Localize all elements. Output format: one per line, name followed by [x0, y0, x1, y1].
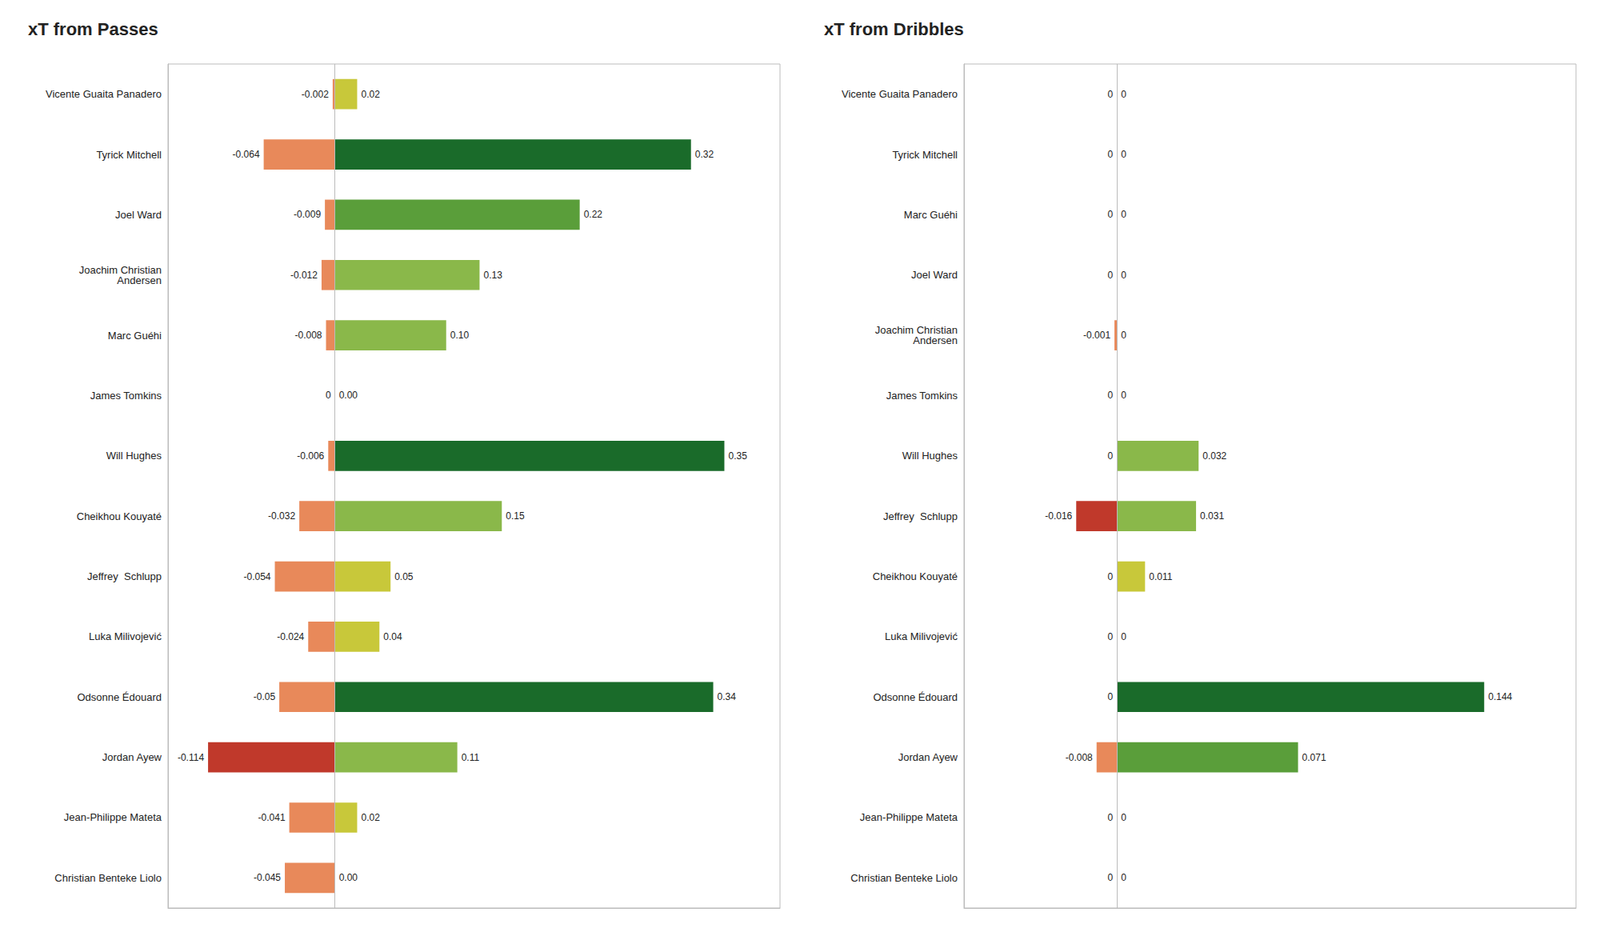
svg-text:0: 0	[1108, 872, 1114, 884]
svg-text:0.02: 0.02	[360, 88, 380, 100]
svg-text:0: 0	[1108, 148, 1114, 160]
svg-text:0: 0	[1120, 872, 1127, 884]
svg-text:0.32: 0.32	[695, 148, 715, 160]
svg-text:0.02: 0.02	[360, 812, 380, 824]
svg-text:Tyrick Mitchell: Tyrick Mitchell	[892, 148, 958, 161]
svg-text:-0.114: -0.114	[177, 752, 204, 764]
svg-text:0: 0	[1120, 269, 1127, 281]
svg-text:-0.008: -0.008	[1065, 752, 1093, 764]
svg-text:Jordan Ayew: Jordan Ayew	[898, 751, 959, 764]
svg-text:James Tomkins: James Tomkins	[90, 389, 163, 402]
svg-text:0.04: 0.04	[383, 631, 403, 643]
svg-text:-0.012: -0.012	[290, 269, 318, 281]
svg-text:0: 0	[1120, 148, 1127, 160]
svg-text:0.15: 0.15	[505, 510, 525, 522]
svg-text:0: 0	[1108, 812, 1114, 824]
svg-text:0.34: 0.34	[717, 691, 737, 703]
svg-text:Odsonne Édouard: Odsonne Édouard	[76, 691, 162, 704]
svg-text:0.11: 0.11	[461, 752, 480, 764]
svg-text:xT from Passes: xT from Passes	[28, 19, 159, 40]
svg-text:Jean-Philippe Mateta: Jean-Philippe Mateta	[64, 811, 163, 824]
svg-text:Marc Guéhi: Marc Guéhi	[108, 329, 162, 342]
svg-text:Tyrick Mitchell: Tyrick Mitchell	[96, 148, 162, 161]
svg-text:0: 0	[1108, 88, 1114, 100]
svg-text:-0.024: -0.024	[276, 631, 304, 643]
svg-text:Jeffrey Schlupp: Jeffrey Schlupp	[883, 510, 958, 523]
svg-text:Christian Benteke Liolo: Christian Benteke Liolo	[850, 872, 958, 884]
svg-text:0.144: 0.144	[1488, 691, 1512, 703]
svg-text:-0.041: -0.041	[258, 812, 286, 824]
svg-text:0: 0	[1120, 631, 1127, 643]
svg-text:Andersen: Andersen	[116, 274, 162, 287]
svg-text:0.22: 0.22	[584, 208, 604, 220]
svg-text:-0.016: -0.016	[1044, 510, 1072, 522]
svg-text:0: 0	[1120, 208, 1127, 220]
svg-text:0: 0	[1108, 571, 1114, 583]
svg-text:-0.006: -0.006	[296, 450, 324, 462]
svg-text:0.032: 0.032	[1202, 450, 1227, 462]
svg-text:Vicente Guaita Panadero: Vicente Guaita Panadero	[45, 88, 162, 100]
svg-text:Jeffrey Schlupp: Jeffrey Schlupp	[87, 570, 162, 583]
svg-text:Odsonne Édouard: Odsonne Édouard	[872, 691, 958, 704]
svg-text:0: 0	[1120, 329, 1127, 341]
svg-text:0.071: 0.071	[1302, 752, 1327, 764]
svg-text:0: 0	[1108, 691, 1114, 703]
svg-text:Cheikhou Kouyaté: Cheikhou Kouyaté	[76, 510, 162, 523]
svg-text:Christian Benteke Liolo: Christian Benteke Liolo	[54, 872, 162, 884]
svg-text:0: 0	[1108, 389, 1114, 401]
svg-text:0: 0	[1120, 389, 1127, 401]
svg-text:0: 0	[1108, 631, 1114, 643]
svg-text:-0.009: -0.009	[293, 208, 321, 220]
svg-text:0: 0	[1108, 269, 1114, 281]
svg-text:0.05: 0.05	[394, 571, 414, 583]
svg-text:0: 0	[1120, 88, 1127, 100]
svg-text:0: 0	[1108, 208, 1114, 220]
svg-text:-0.008: -0.008	[294, 329, 322, 341]
svg-text:-0.05: -0.05	[253, 691, 276, 703]
svg-text:0.35: 0.35	[728, 450, 748, 462]
svg-text:Vicente Guaita Panadero: Vicente Guaita Panadero	[841, 88, 958, 100]
svg-text:-0.045: -0.045	[253, 872, 281, 884]
svg-text:Joel Ward: Joel Ward	[115, 208, 162, 221]
svg-text:0: 0	[1120, 812, 1127, 824]
svg-text:Will Hughes: Will Hughes	[106, 449, 163, 462]
svg-text:Jordan Ayew: Jordan Ayew	[102, 751, 163, 764]
svg-text:0.011: 0.011	[1148, 571, 1172, 583]
svg-text:-0.001: -0.001	[1083, 329, 1111, 341]
svg-text:Will Hughes: Will Hughes	[902, 449, 959, 462]
svg-text:-0.002: -0.002	[301, 88, 329, 100]
svg-text:Luka Milivojević: Luka Milivojević	[884, 630, 959, 643]
svg-text:Jean-Philippe Mateta: Jean-Philippe Mateta	[860, 811, 959, 824]
svg-text:0.13: 0.13	[483, 269, 503, 281]
svg-text:Joachim Christian: Joachim Christian	[78, 263, 162, 276]
svg-text:Cheikhou Kouyaté: Cheikhou Kouyaté	[872, 570, 958, 583]
svg-text:0: 0	[1108, 450, 1114, 462]
svg-text:0.00: 0.00	[339, 389, 359, 401]
svg-text:xT from Dribbles: xT from Dribbles	[824, 19, 964, 40]
svg-text:Joel Ward: Joel Ward	[911, 268, 958, 281]
svg-text:Andersen: Andersen	[912, 334, 958, 347]
svg-text:0.031: 0.031	[1200, 510, 1224, 522]
svg-text:Joachim Christian: Joachim Christian	[874, 324, 958, 337]
svg-text:-0.054: -0.054	[243, 571, 271, 583]
svg-text:James Tomkins: James Tomkins	[886, 389, 959, 402]
svg-text:0: 0	[325, 389, 332, 401]
svg-text:Marc Guéhi: Marc Guéhi	[904, 208, 958, 221]
svg-text:-0.032: -0.032	[268, 510, 296, 522]
svg-text:0.00: 0.00	[339, 872, 359, 884]
svg-text:-0.064: -0.064	[232, 148, 260, 160]
svg-text:0.10: 0.10	[450, 329, 470, 341]
svg-text:Luka Milivojević: Luka Milivojević	[88, 630, 163, 643]
